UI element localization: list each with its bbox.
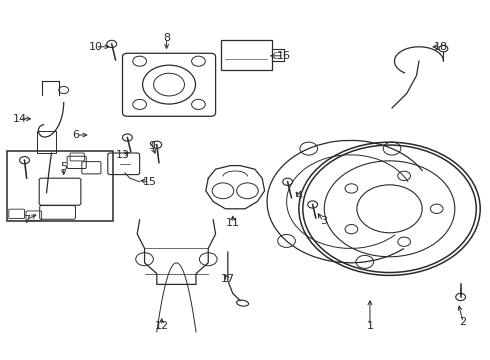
Text: 18: 18 [434, 42, 448, 52]
Text: 11: 11 [226, 218, 240, 228]
Text: 3: 3 [320, 216, 327, 226]
Text: 1: 1 [367, 321, 373, 331]
Text: 16: 16 [277, 51, 291, 61]
Text: 17: 17 [221, 274, 235, 284]
Text: 15: 15 [143, 177, 156, 187]
Bar [220, 40, 272, 70]
Text: 4: 4 [295, 191, 302, 201]
Text: 2: 2 [460, 317, 466, 327]
Bar [37, 131, 56, 153]
Text: 8: 8 [163, 33, 170, 43]
Text: 10: 10 [89, 42, 102, 52]
Text: 14: 14 [13, 114, 26, 124]
Text: 7: 7 [24, 215, 30, 225]
Text: 12: 12 [155, 321, 169, 331]
Text: 9: 9 [148, 141, 155, 151]
Text: 13: 13 [116, 150, 129, 160]
Text: 5: 5 [60, 162, 67, 172]
Text: 6: 6 [73, 130, 79, 140]
Bar [7, 151, 113, 221]
